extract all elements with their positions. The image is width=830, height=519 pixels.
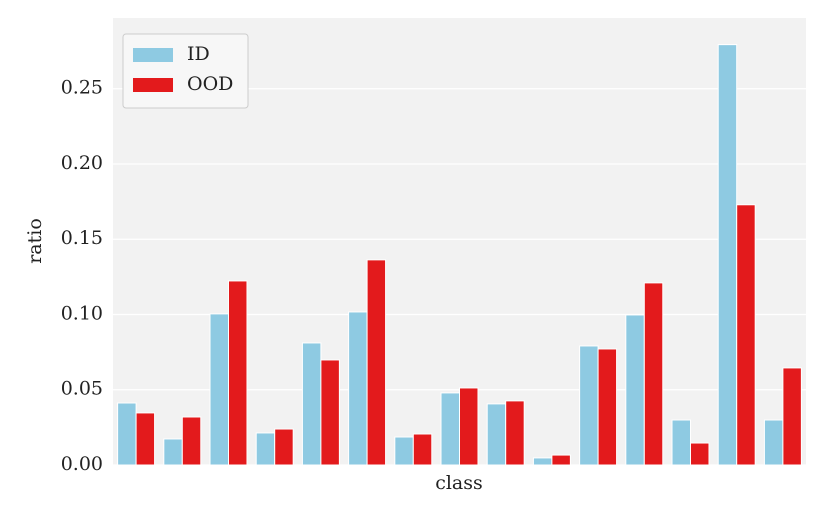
bar [597,348,618,466]
bar [209,313,230,466]
bar [625,314,645,466]
bar [551,454,571,466]
bar [255,432,276,466]
bar [532,457,553,466]
bar [394,436,414,466]
x-axis-label: class [435,472,483,494]
bar [643,282,664,466]
bar [228,280,248,466]
bar [717,44,738,466]
bar [440,392,460,466]
bar [763,419,784,466]
bar [412,433,433,466]
bar [690,442,710,466]
y-tick-label: 0.00 [61,453,103,475]
y-tick-label: 0.25 [61,77,103,99]
bar [181,416,202,466]
bar [671,419,692,466]
y-tick-label: 0.10 [61,302,103,324]
bar [163,438,183,466]
y-tick-label: 0.20 [61,152,103,174]
bar [486,403,507,466]
bar [736,204,756,466]
legend-label: OOD [187,73,233,95]
bar [117,402,137,466]
bar [366,259,387,466]
y-axis-label: ratio [24,218,46,264]
legend-swatch [133,48,173,62]
y-tick-label: 0.15 [61,227,103,249]
bar [579,345,599,466]
bar [782,367,802,466]
bar [274,428,294,466]
bar [505,400,525,466]
legend-swatch [133,78,173,92]
bar [320,359,340,466]
legend-label: ID [187,43,210,65]
bar [301,342,322,466]
y-tick-label: 0.05 [61,378,103,400]
bar [459,387,479,466]
legend-box [122,33,249,109]
bar [135,412,156,466]
bar [348,311,368,466]
